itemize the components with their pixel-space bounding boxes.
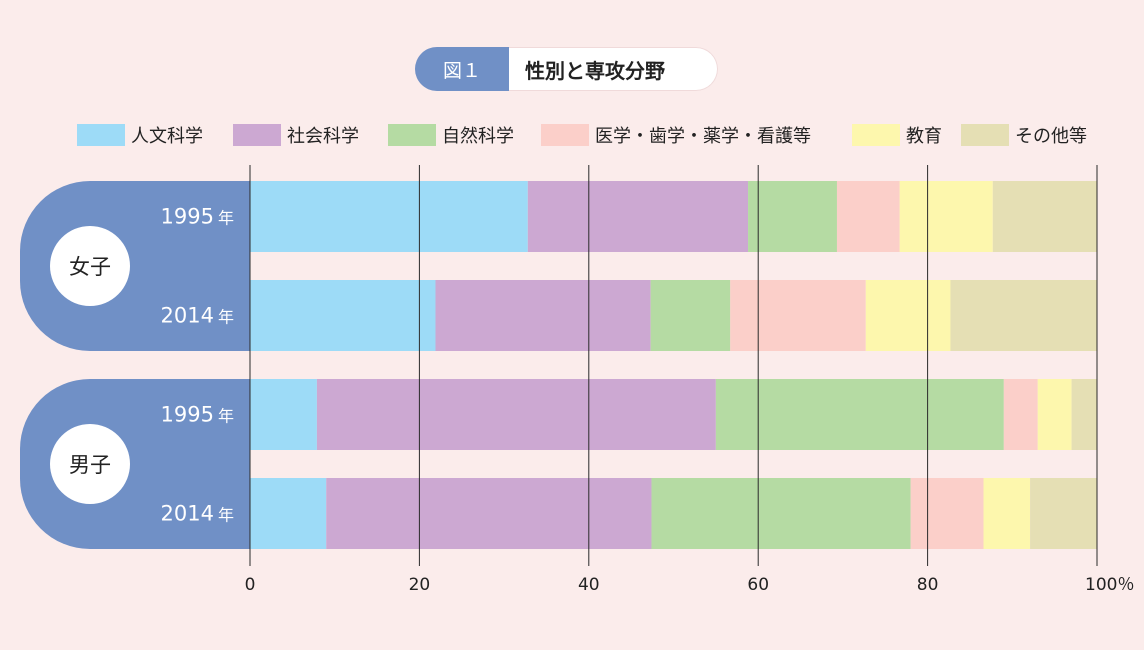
group-label: 女子 <box>69 255 111 279</box>
bar-segment <box>527 181 749 252</box>
bar-segment <box>250 280 436 351</box>
year-unit: 年 <box>218 209 234 228</box>
year-label: 2014 <box>161 304 214 328</box>
legend-swatch <box>852 124 900 146</box>
chart-title-text: 性別と専攻分野 <box>525 58 665 83</box>
bar-segment <box>1071 379 1097 450</box>
bar-segment <box>730 280 866 351</box>
x-tick-label: 60 <box>747 575 769 595</box>
legend-swatch <box>388 124 436 146</box>
bar-segment <box>983 478 1031 549</box>
year-label: 1995 <box>161 205 214 229</box>
legend-swatch <box>77 124 125 146</box>
bar-segment <box>748 181 837 252</box>
bar-segment <box>865 280 951 351</box>
legend-swatch <box>961 124 1009 146</box>
year-label: 2014 <box>161 502 214 526</box>
group-panel <box>20 181 250 351</box>
x-tick-label: 100％ <box>1085 575 1134 595</box>
legend-label: 自然科学 <box>442 126 514 147</box>
legend-swatch <box>233 124 281 146</box>
group-label: 男子 <box>69 453 111 477</box>
legend-label: 社会科学 <box>287 126 359 147</box>
bar-segment <box>435 280 651 351</box>
legend-label: その他等 <box>1015 126 1087 147</box>
year-unit: 年 <box>218 308 234 327</box>
group-panel <box>20 379 250 549</box>
bar-segment <box>1003 379 1038 450</box>
bar-segment <box>650 280 731 351</box>
group-badge <box>50 226 130 306</box>
bar-segment <box>950 280 1097 351</box>
bar-segment <box>326 478 652 549</box>
figure-number-badge: 図１ <box>415 47 509 91</box>
year-unit: 年 <box>218 506 234 525</box>
chart-title: 図１ 性別と専攻分野 <box>415 47 718 91</box>
year-label: 1995 <box>161 403 214 427</box>
x-tick-label: 80 <box>917 575 939 595</box>
bar-segment <box>910 478 984 549</box>
bar-segment <box>992 181 1097 252</box>
bar-segment <box>250 478 327 549</box>
year-unit: 年 <box>218 407 234 426</box>
bar-segment <box>836 181 900 252</box>
bar-segment <box>316 379 716 450</box>
bar-segment <box>1030 478 1097 549</box>
bar-segment <box>250 379 317 450</box>
bar-segment <box>651 478 911 549</box>
legend-label: 医学・歯学・薬学・看護等 <box>595 126 811 147</box>
x-tick-label: 0 <box>245 575 256 595</box>
legend-swatch <box>541 124 589 146</box>
legend-label: 教育 <box>906 126 942 147</box>
legend-label: 人文科学 <box>131 126 203 147</box>
x-tick-label: 20 <box>409 575 431 595</box>
bar-segment <box>250 181 528 252</box>
bar-segment <box>899 181 993 252</box>
group-badge <box>50 424 130 504</box>
bar-segment <box>715 379 1004 450</box>
x-tick-label: 40 <box>578 575 600 595</box>
bar-segment <box>1037 379 1072 450</box>
